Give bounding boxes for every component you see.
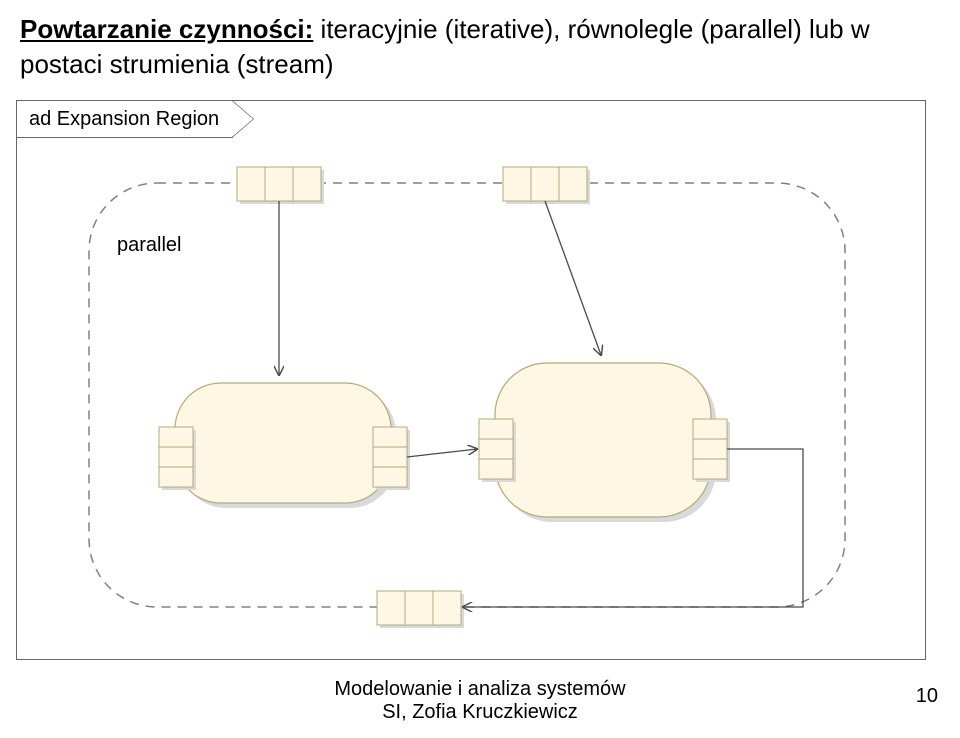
svg-text:parallel: parallel bbox=[117, 234, 181, 256]
diagram-frame: ad Expansion Region parallel bbox=[16, 100, 926, 660]
footer-line1: Modelowanie i analiza systemów bbox=[0, 678, 960, 701]
diagram-svg: parallel bbox=[17, 101, 927, 661]
page-heading: Powtarzanie czynności: iteracyjnie (iter… bbox=[20, 12, 940, 82]
footer-line2: SI, Zofia Kruczkiewicz bbox=[0, 701, 960, 724]
page-footer: Modelowanie i analiza systemów SI, Zofia… bbox=[0, 678, 960, 724]
heading-bold: Powtarzanie czynności: bbox=[20, 14, 313, 44]
diagram-svg-container: parallel bbox=[17, 101, 925, 659]
page-number: 10 bbox=[916, 685, 938, 708]
